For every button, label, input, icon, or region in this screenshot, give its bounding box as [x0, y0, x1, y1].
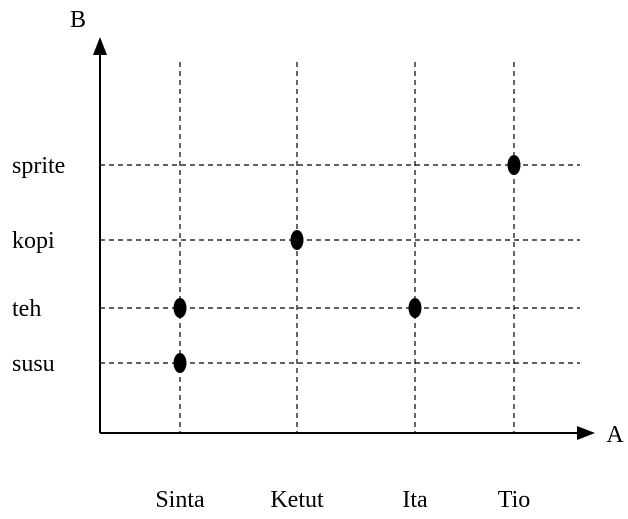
x-tick-label-sinta: Sinta [155, 487, 205, 513]
data-point-ketut-kopi [290, 230, 304, 250]
y-axis-title: B [70, 7, 86, 33]
data-point-tio-sprite [507, 155, 521, 175]
y-tick-label-sprite: sprite [12, 153, 65, 179]
y-axis-arrowhead [93, 37, 107, 55]
data-point-sinta-teh [173, 298, 187, 318]
x-tick-label-tio: Tio [498, 487, 530, 513]
x-axis-arrowhead [577, 426, 595, 440]
grid-lines [100, 62, 580, 433]
data-point-ita-teh [408, 298, 422, 318]
data-points [173, 155, 521, 373]
x-tick-label-ketut: Ketut [270, 487, 324, 513]
axes [93, 37, 595, 440]
data-point-sinta-susu [173, 353, 187, 373]
y-tick-label-teh: teh [12, 296, 41, 322]
y-tick-labels: susu teh kopi sprite [12, 153, 65, 377]
x-tick-labels: Sinta Ketut Ita Tio [155, 487, 530, 513]
x-tick-label-ita: Ita [402, 487, 428, 513]
x-axis-title: A [606, 422, 624, 448]
y-tick-label-kopi: kopi [12, 228, 55, 254]
y-tick-label-susu: susu [12, 351, 55, 377]
